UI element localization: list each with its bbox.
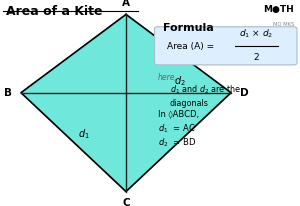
Text: $d_1$ × $d_2$: $d_1$ × $d_2$: [239, 28, 274, 40]
Polygon shape: [21, 14, 231, 192]
Text: MO MKS: MO MKS: [273, 22, 294, 27]
Text: $d_2$  = BD: $d_2$ = BD: [158, 137, 196, 150]
Text: $d_1$: $d_1$: [78, 127, 90, 141]
Text: Formula: Formula: [164, 23, 214, 33]
Text: here,: here,: [158, 73, 177, 82]
Text: C: C: [122, 198, 130, 206]
FancyBboxPatch shape: [154, 27, 297, 65]
Text: Area (A) =: Area (A) =: [167, 42, 214, 51]
Text: D: D: [240, 88, 249, 98]
Text: Area of a Kite: Area of a Kite: [6, 5, 103, 18]
Text: A: A: [122, 0, 130, 8]
Text: 2: 2: [254, 53, 259, 62]
Text: $d_2$: $d_2$: [174, 75, 186, 88]
Text: $d_1$ and $d_2$ are the
diagonals: $d_1$ and $d_2$ are the diagonals: [169, 83, 241, 108]
Text: In ◊ABCD,: In ◊ABCD,: [158, 109, 199, 118]
Text: $d_1$  = AC: $d_1$ = AC: [158, 123, 195, 135]
Text: B: B: [4, 88, 12, 98]
Text: M●TH: M●TH: [263, 5, 294, 14]
